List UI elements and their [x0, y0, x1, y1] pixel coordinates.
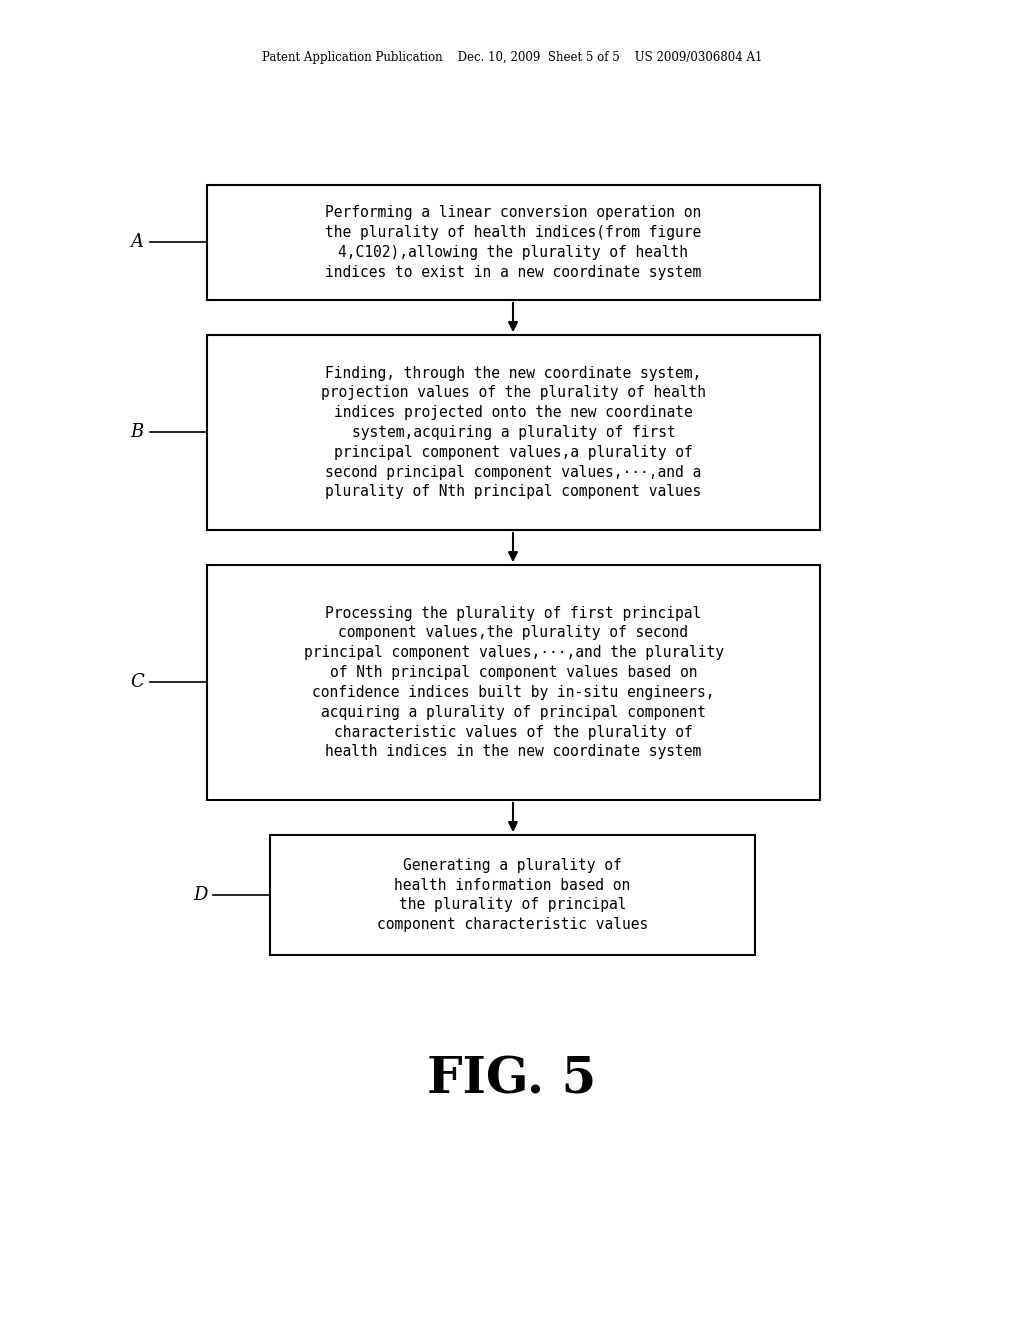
- Bar: [207, 565, 820, 800]
- Text: Generating a plurality of
health information based on
the plurality of principal: Generating a plurality of health informa…: [377, 858, 648, 932]
- Text: C: C: [130, 673, 144, 690]
- Text: D: D: [193, 886, 207, 904]
- Text: B: B: [130, 422, 143, 441]
- Text: Finding, through the new coordinate system,
projection values of the plurality o: Finding, through the new coordinate syst…: [321, 366, 706, 499]
- Bar: [207, 185, 820, 300]
- Bar: [207, 335, 820, 531]
- Bar: [270, 836, 755, 954]
- Text: Performing a linear conversion operation on
the plurality of health indices(from: Performing a linear conversion operation…: [326, 206, 701, 280]
- Text: Processing the plurality of first principal
component values,the plurality of se: Processing the plurality of first princi…: [303, 606, 724, 759]
- Text: FIG. 5: FIG. 5: [427, 1056, 597, 1105]
- Text: A: A: [130, 234, 143, 251]
- Text: Patent Application Publication    Dec. 10, 2009  Sheet 5 of 5    US 2009/0306804: Patent Application Publication Dec. 10, …: [262, 51, 762, 65]
